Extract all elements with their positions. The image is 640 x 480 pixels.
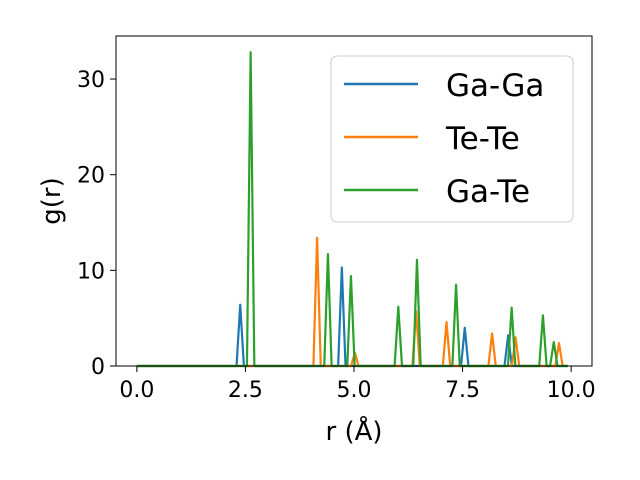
legend-label: Ga-Te — [446, 174, 530, 210]
legend-item: Ga-Te — [344, 174, 530, 210]
y-axis: 0 10 20 30 — [77, 68, 116, 380]
y-tick-label: 20 — [77, 164, 105, 189]
x-axis-label: r (Å) — [325, 415, 382, 447]
legend-box — [330, 55, 574, 223]
x-axis: 0.0 2.5 5.0 7.5 10.0 — [119, 366, 596, 403]
legend-label: Ga-Ga — [446, 68, 544, 104]
y-tick-label: 10 — [77, 259, 105, 284]
x-tick-label: 10.0 — [547, 378, 596, 403]
legend-label: Te-Te — [445, 121, 520, 157]
x-tick-label: 5.0 — [337, 378, 372, 403]
series-ga-te — [136, 51, 568, 368]
legend-item: Te-Te — [344, 121, 520, 157]
x-tick-label: 0.0 — [119, 378, 154, 403]
x-tick-label: 7.5 — [445, 378, 480, 403]
legend: Ga-Ga Te-Te Ga-Te — [330, 55, 574, 223]
legend-item: Ga-Ga — [344, 68, 544, 104]
x-tick-label: 2.5 — [228, 378, 263, 403]
y-axis-label: g(r) — [37, 177, 67, 224]
y-tick-label: 30 — [77, 68, 105, 93]
plot-area — [115, 35, 593, 368]
y-tick-label: 0 — [91, 355, 105, 380]
series-line-ga-te — [136, 51, 568, 368]
